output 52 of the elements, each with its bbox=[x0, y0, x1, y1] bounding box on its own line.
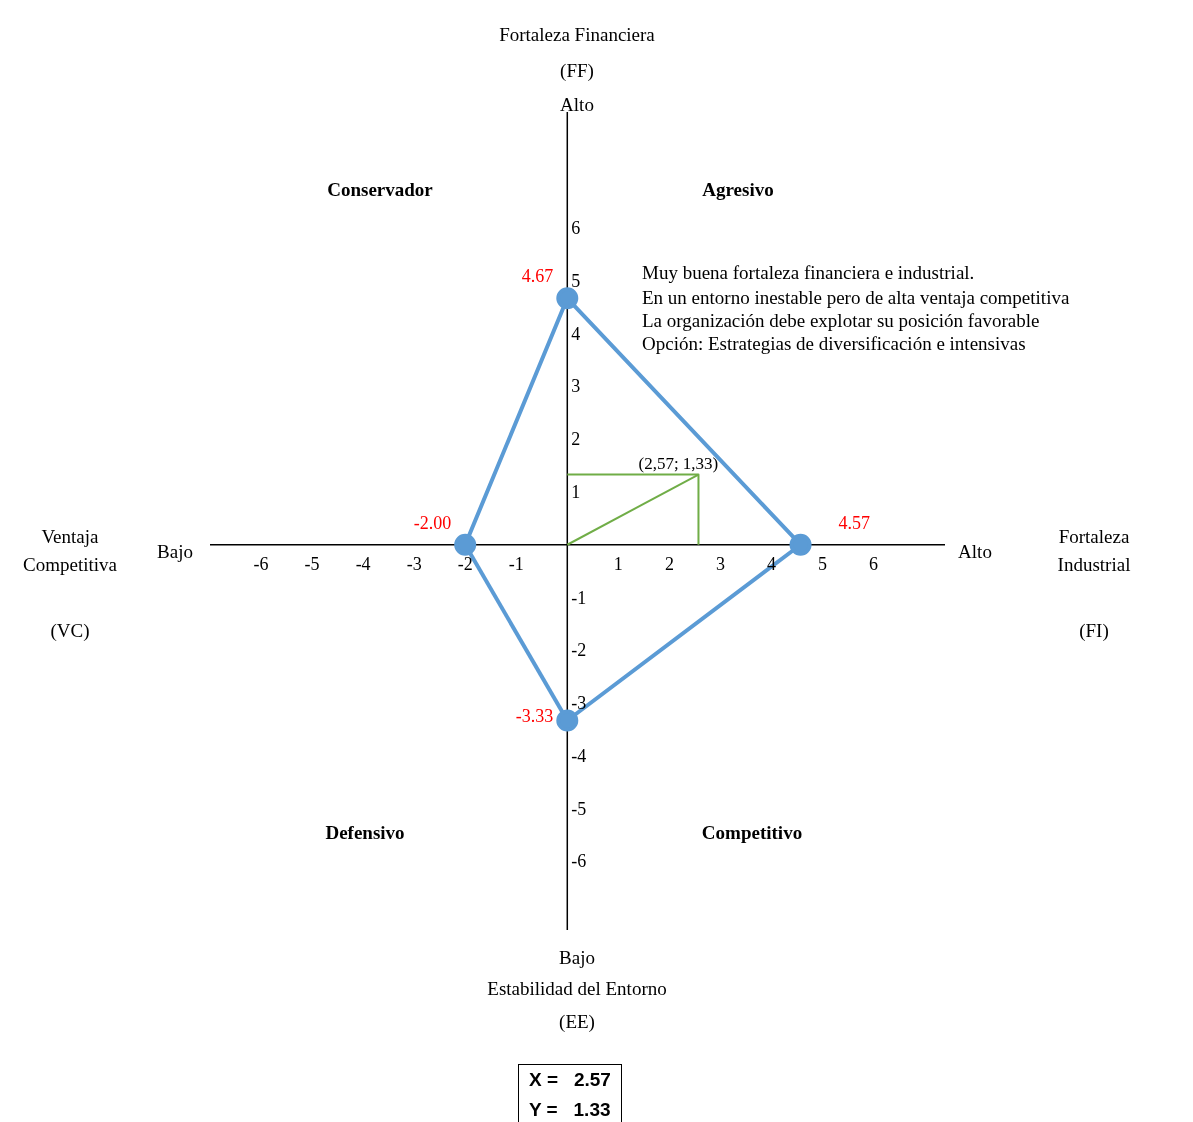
annotation: (2,57; 1,33) bbox=[638, 453, 719, 473]
y-tick-label: 4 bbox=[571, 323, 581, 344]
text: Ventaja bbox=[41, 526, 99, 548]
text: Competitiva bbox=[23, 554, 117, 576]
annotation: Opción: Estrategias de diversificación e intensivas bbox=[642, 333, 1026, 355]
annotation: 4.57 bbox=[838, 512, 871, 533]
text: Alto bbox=[958, 541, 992, 563]
annotation: -3.33 bbox=[515, 706, 554, 727]
y-tick-label: 2 bbox=[571, 429, 581, 450]
annotation: 4.67 bbox=[521, 266, 554, 287]
y-tick-label: -1 bbox=[571, 587, 587, 608]
annotation: Agresivo bbox=[702, 179, 774, 201]
y-tick-label: 3 bbox=[571, 376, 581, 397]
y-tick-label: 1 bbox=[571, 481, 581, 502]
annotation: Alto bbox=[560, 94, 594, 116]
x-tick-label: -4 bbox=[355, 553, 371, 574]
x-tick-label: 2 bbox=[664, 553, 674, 574]
annotation: Defensivo bbox=[325, 822, 405, 844]
text: Bajo bbox=[559, 947, 595, 969]
y-tick-label: 6 bbox=[571, 218, 581, 239]
text: Fortaleza Financiera bbox=[499, 24, 655, 46]
x-tick-label: 1 bbox=[613, 553, 623, 574]
annotation: Competitivo bbox=[701, 822, 803, 844]
y-tick-label: -3 bbox=[571, 693, 587, 714]
y-tick-label: -6 bbox=[571, 851, 587, 872]
x-tick-label: 3 bbox=[715, 553, 725, 574]
annotation: En un entorno inestable pero de alta ventaja competitiva bbox=[642, 287, 1070, 309]
text: Y = 1.33 bbox=[529, 1098, 611, 1122]
text: Industrial bbox=[1057, 554, 1131, 576]
annotation: La organización debe explotar su posición favorable bbox=[642, 310, 1040, 332]
x-tick-label: 5 bbox=[818, 553, 827, 574]
y-tick-label: -2 bbox=[571, 640, 587, 661]
text: Fortaleza bbox=[1058, 526, 1130, 548]
text: X = 2.57 bbox=[529, 1068, 611, 1092]
text: (VC) bbox=[50, 620, 90, 642]
y-tick-label: -4 bbox=[571, 745, 587, 766]
x-tick-label: -3 bbox=[406, 553, 422, 574]
y-tick-label: 5 bbox=[571, 270, 581, 291]
annotation: -2.00 bbox=[413, 512, 452, 533]
text: Estabilidad del Entorno bbox=[487, 978, 667, 1000]
text: Bajo bbox=[157, 541, 193, 563]
text: (FF) bbox=[560, 60, 594, 82]
text: (FI) bbox=[1079, 620, 1109, 642]
x-tick-label: -6 bbox=[253, 553, 269, 574]
text: (EE) bbox=[559, 1011, 595, 1033]
x-tick-label: -1 bbox=[508, 553, 524, 574]
annotation: Conservador bbox=[327, 179, 433, 201]
x-tick-label: -2 bbox=[457, 553, 473, 574]
x-tick-label: 6 bbox=[869, 553, 879, 574]
y-tick-label: -5 bbox=[571, 798, 587, 819]
annotation: Muy buena fortaleza financiera e industrial. bbox=[642, 262, 975, 284]
x-tick-label: -5 bbox=[304, 553, 320, 574]
